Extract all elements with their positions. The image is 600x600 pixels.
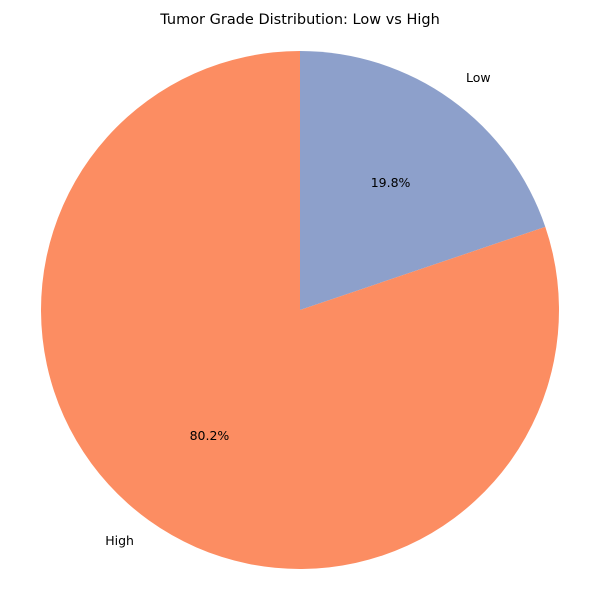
slice-label-low: Low xyxy=(466,70,491,85)
slice-label-high: High xyxy=(105,533,134,548)
chart-title: Tumor Grade Distribution: Low vs High xyxy=(160,12,440,28)
slice-pct-label-high: 80.2% xyxy=(190,428,230,443)
slice-pct-label-low: 19.8% xyxy=(371,175,411,190)
pie-slice-high xyxy=(40,50,559,569)
pie-slice-low xyxy=(300,51,546,310)
